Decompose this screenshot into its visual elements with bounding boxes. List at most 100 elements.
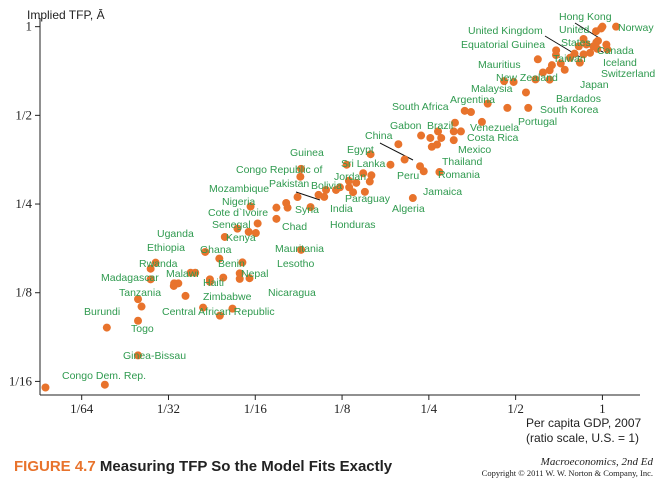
data-point <box>251 229 260 238</box>
data-point <box>344 176 353 185</box>
data-point <box>297 164 306 173</box>
country-label: Mozambique <box>209 183 269 195</box>
data-point <box>426 133 435 142</box>
country-label: Jamaica <box>423 186 462 198</box>
data-point <box>367 171 376 180</box>
data-point <box>102 323 111 332</box>
data-point <box>477 117 486 126</box>
data-point <box>134 295 143 304</box>
figure-number: FIGURE 4.7 <box>14 458 96 475</box>
data-point <box>296 172 305 181</box>
data-point <box>365 177 374 186</box>
country-label: Sri Lanka <box>341 158 386 170</box>
country-label: Burundi <box>84 306 120 318</box>
data-point <box>352 178 361 187</box>
data-point <box>556 59 565 68</box>
country-label: Congo Dem. Rep. <box>62 370 146 382</box>
data-point <box>320 192 329 201</box>
data-point <box>593 44 602 53</box>
data-point <box>322 185 331 194</box>
country-label: Mexico <box>458 144 491 156</box>
leader-line <box>574 22 602 40</box>
country-label: United Kingdom <box>468 25 543 37</box>
country-label: Zimbabwe <box>203 291 252 303</box>
country-label: Norway <box>618 22 654 34</box>
country-label: Malawi <box>166 268 199 280</box>
data-point <box>201 247 210 256</box>
country-label: India <box>330 203 353 215</box>
data-point <box>253 219 262 228</box>
country-label: Portugal <box>518 116 557 128</box>
figure-caption: Measuring TFP So the Model Fits Exactly <box>99 458 393 475</box>
data-point <box>235 269 244 278</box>
country-label: Rwanda <box>139 258 178 270</box>
data-point <box>199 303 208 312</box>
data-point <box>450 118 459 127</box>
data-point <box>466 108 475 117</box>
data-point <box>100 380 109 389</box>
data-point <box>419 167 428 176</box>
data-point <box>400 155 409 164</box>
data-point <box>272 214 281 223</box>
data-point <box>151 258 160 267</box>
data-point <box>533 55 542 64</box>
data-point <box>531 75 540 84</box>
data-point <box>449 127 458 136</box>
country-label: New Zealand <box>496 72 558 84</box>
data-point <box>449 136 458 145</box>
data-point <box>456 127 465 136</box>
data-point <box>282 199 291 208</box>
country-label: Mauritania <box>275 243 324 255</box>
data-point <box>146 275 155 284</box>
data-point <box>244 227 253 236</box>
data-point <box>366 150 375 159</box>
country-label: Honduras <box>330 219 376 231</box>
country-label: Argentina <box>450 94 495 106</box>
data-point <box>238 258 247 267</box>
y-axis-title: Implied TFP, Ā <box>27 8 105 22</box>
country-label: Paraguay <box>345 193 391 205</box>
y-tick-label: 1/4 <box>15 196 32 211</box>
x-tick-label: 1/8 <box>334 401 351 416</box>
country-label: Nigeria <box>222 196 255 208</box>
data-point <box>612 22 621 31</box>
data-point <box>500 77 509 86</box>
country-label: Romania <box>438 169 480 181</box>
country-label: Haiti <box>203 277 224 289</box>
country-label: Chad <box>282 221 307 233</box>
data-point <box>586 48 595 57</box>
book-title: Macroeconomics, 2nd Ed <box>540 456 653 468</box>
x-tick-label: 1/16 <box>244 401 268 416</box>
x-tick-label: 1 <box>599 401 606 416</box>
data-point <box>245 274 254 283</box>
country-label: Switzerland <box>601 68 655 80</box>
data-point <box>293 193 302 202</box>
data-point <box>359 169 368 178</box>
data-point <box>174 279 183 288</box>
data-point <box>205 275 214 284</box>
country-label: Cote d`Ivoire <box>208 207 268 219</box>
x-tick-label: 1/4 <box>421 401 438 416</box>
data-point <box>547 61 556 70</box>
data-point <box>146 264 155 273</box>
data-point <box>335 183 344 192</box>
data-point <box>360 187 369 196</box>
country-label: Egypt <box>347 144 374 156</box>
data-point <box>579 50 588 59</box>
data-point <box>433 140 442 149</box>
country-label: Uganda <box>157 228 194 240</box>
data-point <box>503 103 512 112</box>
data-point <box>437 133 446 142</box>
country-label: Madagascar <box>101 272 159 284</box>
country-label: Ginea-Bissau <box>123 350 186 362</box>
data-point <box>386 160 395 169</box>
country-label: Canada <box>597 45 634 57</box>
data-point <box>349 188 358 197</box>
country-label: Congo Republic of <box>236 164 322 176</box>
country-label: Nepal <box>241 268 268 280</box>
x-tick-label: 1/32 <box>157 401 180 416</box>
data-point <box>137 302 146 311</box>
country-label: Equatorial Guinea <box>461 39 545 51</box>
data-point <box>560 65 569 74</box>
